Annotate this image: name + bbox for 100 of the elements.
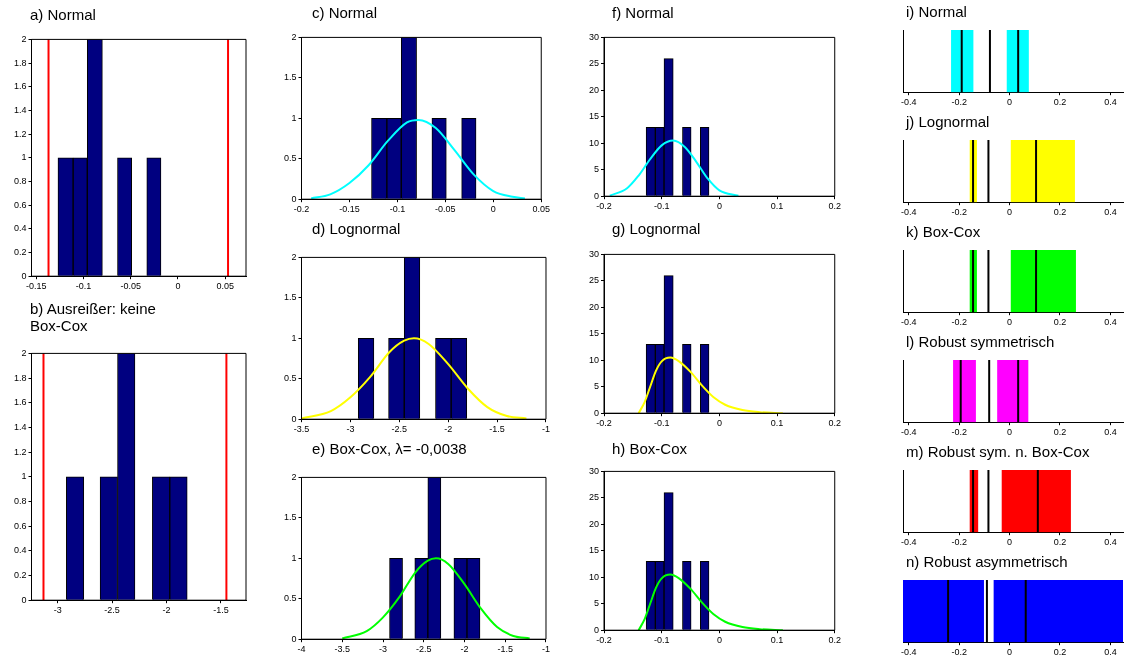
x-tick-label: -2.5	[391, 424, 408, 435]
x-tick-label: -3	[346, 424, 355, 435]
x-tick-label: -0.2	[596, 635, 612, 646]
line-series	[301, 337, 528, 420]
y-tick-label: 0	[291, 193, 297, 204]
x-tick-label: -0.1	[653, 418, 670, 429]
x-tick-label: 0	[1007, 537, 1013, 548]
y-tick-label: 1	[21, 152, 27, 163]
y-tick-label: 1.5	[284, 72, 297, 83]
x-tick-label: -1	[541, 644, 551, 655]
x-tick-label: -1.5	[213, 605, 229, 616]
chart-title: l) Robust symmetrisch	[906, 333, 1056, 350]
chart-title: c) Normal	[312, 4, 378, 21]
x-tick-label: -0.2	[951, 207, 967, 218]
y-tick-label: 5	[594, 381, 600, 392]
x-tick-label: 0.2	[1053, 647, 1067, 658]
x-tick-label: -0.1	[75, 281, 92, 292]
y-tick-label: 0	[594, 407, 600, 418]
x-tick-label: 0.05	[216, 281, 234, 292]
x-tick-label: -0.4	[901, 537, 917, 548]
x-tick-label: 0.1	[770, 201, 784, 212]
y-tick-label: 15	[589, 545, 600, 556]
chart-title: n) Robust asymmetrisch	[906, 553, 1069, 570]
x-tick-label: 0	[490, 204, 496, 215]
x-tick-label: 0	[1007, 207, 1013, 218]
chart-title: b) Ausreißer: keine Box-Cox	[30, 300, 157, 334]
y-tick-label: 2	[291, 251, 297, 262]
x-tick-label: 0	[1007, 97, 1013, 108]
x-tick-label: 0.2	[828, 635, 841, 646]
x-tick-label: -0.4	[901, 207, 917, 218]
chart-title: e) Box-Cox, λ= -0,0038	[312, 440, 468, 457]
x-tick-label: 0.4	[1104, 97, 1117, 108]
y-tick-label: 2	[21, 347, 27, 358]
y-tick-label: 0.6	[14, 520, 27, 531]
y-tick-label: 0.2	[14, 570, 27, 580]
x-tick-label: -0.4	[901, 317, 917, 328]
x-tick-label: -0.2	[951, 647, 967, 658]
x-tick-label: -0.2	[951, 427, 967, 438]
y-tick-label: 1.5	[284, 292, 297, 303]
x-tick-label: -1	[541, 424, 551, 435]
chart-title: f) Normal	[612, 4, 675, 21]
y-tick-label: 20	[589, 84, 600, 95]
y-tick-label: 30	[589, 465, 600, 476]
y-tick-label: 5	[594, 164, 600, 175]
x-tick-label: 0.2	[1053, 537, 1067, 548]
chart-title: i) Normal	[906, 3, 968, 20]
x-tick-label: 0.4	[1104, 537, 1117, 548]
x-tick-label: 0	[716, 635, 722, 646]
x-tick-label: -2	[162, 605, 171, 616]
x-tick-label: -4	[297, 644, 306, 655]
y-tick-label: 1.4	[14, 104, 27, 115]
x-tick-label: -3	[53, 605, 62, 616]
x-tick-label: -1.5	[489, 424, 505, 435]
x-tick-label: -0.1	[653, 201, 670, 212]
x-tick-label: 0.2	[1053, 207, 1067, 218]
chart-title: k) Box-Cox	[906, 223, 982, 240]
x-tick-label: 0.1	[770, 635, 784, 646]
x-tick-label: 0	[175, 281, 181, 292]
x-tick-label: -0.4	[901, 427, 917, 438]
x-tick-label: -1.5	[497, 644, 514, 655]
x-tick-label: -3.5	[334, 644, 351, 655]
x-tick-label: 0.2	[1053, 97, 1067, 108]
x-tick-label: 0.2	[828, 201, 841, 212]
y-tick-label: 20	[589, 301, 600, 312]
x-tick-label: 0	[1007, 317, 1013, 328]
y-tick-label: 0.2	[14, 247, 27, 257]
x-tick-label: -0.05	[435, 204, 456, 215]
x-tick-label: -0.2	[596, 418, 612, 429]
y-tick-label: 1.5	[284, 512, 297, 523]
line-series	[637, 356, 784, 414]
x-tick-label: -0.15	[25, 281, 47, 292]
x-tick-label: 0.05	[532, 204, 551, 215]
y-tick-label: 0.6	[14, 199, 27, 210]
line-series	[608, 139, 740, 197]
line-series	[637, 573, 784, 631]
chart-title: h) Box-Cox	[612, 440, 689, 457]
y-tick-label: 0.8	[14, 175, 27, 186]
x-tick-label: -0.2	[951, 317, 967, 328]
y-tick-label: 15	[589, 328, 600, 339]
x-tick-label: 0.4	[1104, 317, 1117, 328]
x-tick-label: 0.4	[1104, 427, 1117, 438]
line-series	[341, 557, 531, 640]
y-tick-label: 1	[291, 332, 297, 343]
y-tick-label: 25	[589, 492, 600, 503]
y-tick-label: 30	[589, 248, 600, 259]
y-tick-label: 10	[589, 571, 600, 582]
y-tick-label: 0.8	[14, 495, 27, 506]
chart-title: d) Lognormal	[312, 220, 402, 237]
y-tick-label: 0.4	[14, 545, 27, 556]
y-tick-label: 25	[589, 58, 600, 69]
x-tick-label: -0.2	[293, 204, 310, 215]
y-tick-label: 0.4	[14, 223, 27, 234]
x-tick-label: -0.1	[653, 635, 670, 646]
y-tick-label: 0.5	[284, 373, 297, 384]
x-tick-label: 0.4	[1104, 207, 1117, 218]
chart-title: a) Normal	[30, 6, 97, 23]
y-tick-label: 10	[589, 354, 600, 365]
y-tick-label: 1	[291, 112, 297, 123]
text: j) Lognormal	[906, 113, 991, 130]
y-tick-label: 1.8	[14, 372, 27, 383]
